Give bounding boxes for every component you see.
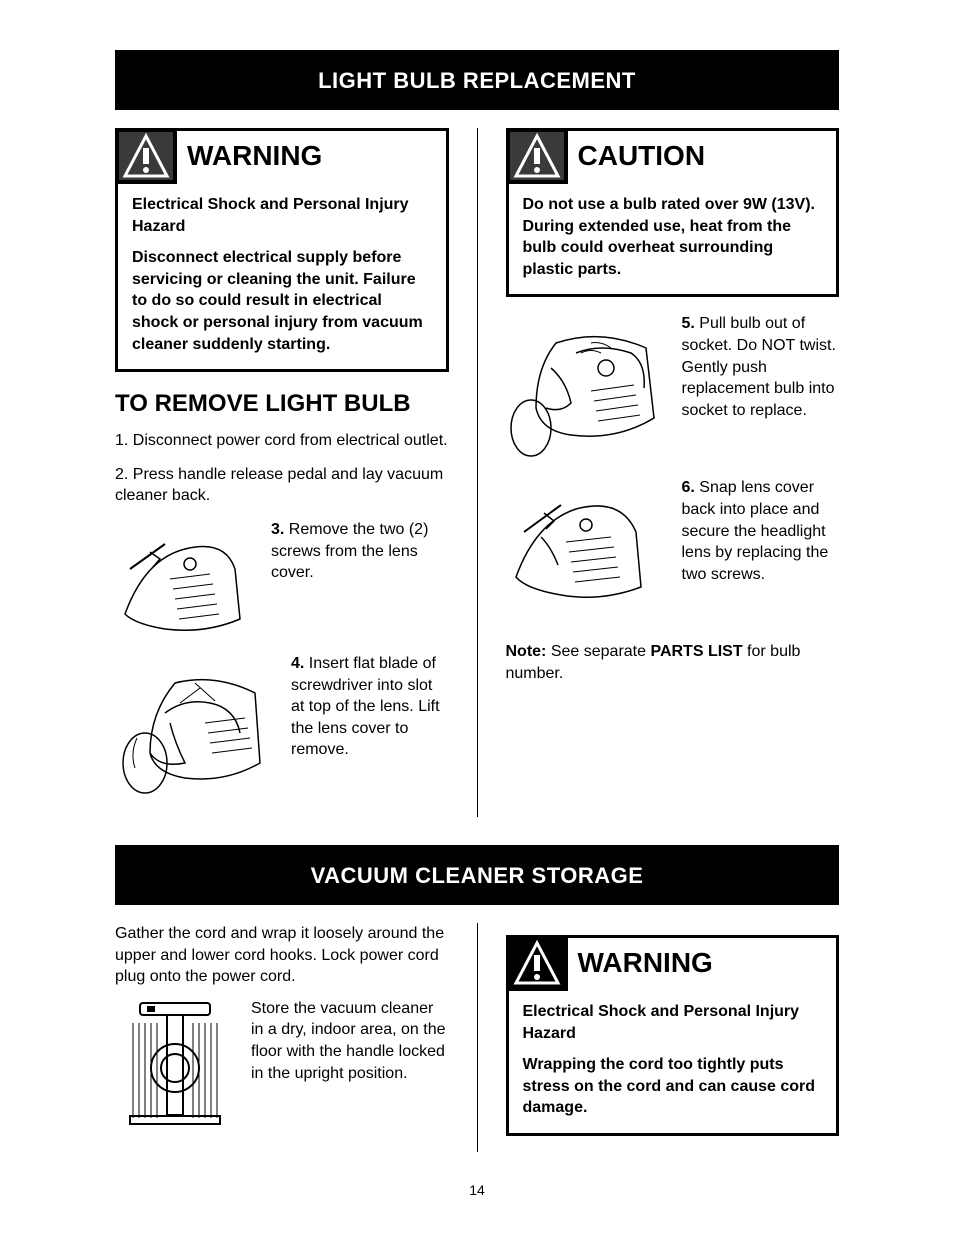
right-column: CAUTION Do not use a bulb rated over 9W … xyxy=(506,128,840,817)
warning-box: WARNING Electrical Shock and Personal In… xyxy=(115,128,449,372)
storage-right-column: WARNING Electrical Shock and Personal In… xyxy=(506,923,840,1152)
warning-p2: Disconnect electrical supply before serv… xyxy=(132,247,432,355)
caution-body: Do not use a bulb rated over 9W (13V). D… xyxy=(523,194,823,280)
warning-title: WARNING xyxy=(187,140,322,172)
caution-p1: Do not use a bulb rated over 9W (13V). D… xyxy=(523,194,823,280)
caution-title: CAUTION xyxy=(578,140,706,172)
step-6-label: 6. xyxy=(682,479,695,496)
step-6-illustration xyxy=(506,477,666,627)
step-3-text: 3. Remove the two (2) screws from the le… xyxy=(271,519,449,584)
section2: VACUUM CLEANER STORAGE Gather the cord a… xyxy=(115,845,839,1152)
warning-icon xyxy=(115,128,177,184)
storage-warning-body: Electrical Shock and Personal Injury Haz… xyxy=(523,1001,823,1119)
step-3-label: 3. xyxy=(271,521,284,538)
column-divider-2 xyxy=(477,923,478,1152)
left-column: WARNING Electrical Shock and Personal In… xyxy=(115,128,449,817)
warning-p1: Electrical Shock and Personal Injury Haz… xyxy=(132,194,432,237)
storage-warning-p1: Electrical Shock and Personal Injury Haz… xyxy=(523,1001,823,1044)
step-4-text: 4. Insert flat blade of screwdriver into… xyxy=(291,653,449,761)
storage-warning-box: WARNING Electrical Shock and Personal In… xyxy=(506,935,840,1136)
step-5-label: 5. xyxy=(682,315,695,332)
step-5-row: 5. Pull bulb out of socket. Do NOT twist… xyxy=(506,313,840,463)
step-1: 1. Disconnect power cord from electrical… xyxy=(115,430,449,452)
storage-text: Store the vacuum cleaner in a dry, indoo… xyxy=(251,998,449,1084)
parts-note: Note: See separate PARTS LIST for bulb n… xyxy=(506,641,840,684)
note-prefix: Note: xyxy=(506,643,551,660)
step-4-label: 4. xyxy=(291,655,304,672)
step-4-illustration xyxy=(115,653,275,803)
step-5-text: 5. Pull bulb out of socket. Do NOT twist… xyxy=(682,313,840,421)
page-number: 14 xyxy=(115,1182,839,1198)
step-3-row: 3. Remove the two (2) screws from the le… xyxy=(115,519,449,639)
storage-warning-title: WARNING xyxy=(578,947,713,979)
step-5-illustration xyxy=(506,313,666,463)
step-3-illustration xyxy=(115,519,255,639)
storage-row: Store the vacuum cleaner in a dry, indoo… xyxy=(115,998,449,1128)
step-5-body: Pull bulb out of socket. Do NOT twist. G… xyxy=(682,315,836,418)
step-4-body: Insert flat blade of screwdriver into sl… xyxy=(291,655,440,758)
storage-warning-p2: Wrapping the cord too tightly puts stres… xyxy=(523,1054,823,1119)
step-6-row: 6. Snap lens cover back into place and s… xyxy=(506,477,840,627)
caution-icon xyxy=(506,128,568,184)
section2-columns: Gather the cord and wrap it loosely arou… xyxy=(115,923,839,1152)
step-4-row: 4. Insert flat blade of screwdriver into… xyxy=(115,653,449,803)
step-3-body: Remove the two (2) screws from the lens … xyxy=(271,521,428,581)
storage-illustration xyxy=(115,998,235,1128)
warning-header: WARNING xyxy=(115,128,432,184)
step-2: 2. Press handle release pedal and lay va… xyxy=(115,464,449,507)
caution-header: CAUTION xyxy=(506,128,823,184)
note-mid: See separate xyxy=(551,643,651,660)
caution-box: CAUTION Do not use a bulb rated over 9W … xyxy=(506,128,840,297)
remove-heading: TO REMOVE LIGHT BULB xyxy=(115,390,449,418)
warning-body: Electrical Shock and Personal Injury Haz… xyxy=(132,194,432,355)
warning-icon xyxy=(506,935,568,991)
storage-intro: Gather the cord and wrap it loosely arou… xyxy=(115,923,449,988)
section1-columns: WARNING Electrical Shock and Personal In… xyxy=(115,128,839,817)
section-header-storage: VACUUM CLEANER STORAGE xyxy=(115,845,839,905)
column-divider xyxy=(477,128,478,817)
note-bold: PARTS LIST xyxy=(650,643,742,660)
storage-warning-header: WARNING xyxy=(506,935,823,991)
section-header-light-bulb: LIGHT BULB REPLACEMENT xyxy=(115,50,839,110)
storage-left-column: Gather the cord and wrap it loosely arou… xyxy=(115,923,449,1152)
step-6-body: Snap lens cover back into place and secu… xyxy=(682,479,829,582)
step-6-text: 6. Snap lens cover back into place and s… xyxy=(682,477,840,585)
